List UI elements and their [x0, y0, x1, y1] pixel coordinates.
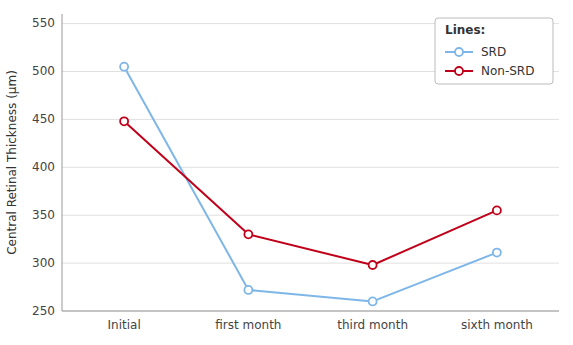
series-marker — [120, 117, 128, 125]
x-tick-label: Initial — [108, 318, 141, 332]
grid-line — [62, 119, 559, 120]
legend: Lines: SRD Non-SRD — [435, 18, 553, 84]
legend-label: Non-SRD — [481, 64, 534, 78]
series-line — [124, 67, 497, 302]
y-tick-label: 350 — [32, 208, 55, 222]
x-tick-label: third month — [337, 318, 408, 332]
series-marker — [493, 206, 501, 214]
series-line — [124, 121, 497, 265]
x-tick-label: first month — [215, 318, 281, 332]
legend-marker — [455, 48, 463, 56]
y-tick-label: 250 — [32, 304, 55, 318]
y-tick-label: 500 — [32, 64, 55, 78]
series-marker — [369, 261, 377, 269]
y-tick-label: 300 — [32, 256, 55, 270]
x-tick-label: sixth month — [461, 318, 533, 332]
x-axis — [62, 311, 559, 312]
y-tick-label: 400 — [32, 160, 55, 174]
series-marker — [244, 230, 252, 238]
y-axis — [62, 14, 63, 311]
grid — [62, 24, 559, 311]
series-marker — [244, 286, 252, 294]
legend-label: SRD — [481, 45, 506, 59]
grid-line — [62, 263, 559, 264]
series-marker — [369, 297, 377, 305]
legend-title: Lines: — [445, 23, 485, 37]
y-tick-label: 550 — [32, 16, 55, 30]
series-marker — [493, 249, 501, 257]
legend-box — [435, 18, 553, 84]
plot-area — [120, 63, 501, 306]
legend-marker — [455, 67, 463, 75]
series-marker — [120, 63, 128, 71]
y-axis-label: Central Retinal Thickness (μm) — [5, 70, 19, 255]
chart: 250 300 350 400 450 500 550 Initial first month t… — [0, 0, 573, 345]
grid-line — [62, 311, 559, 312]
grid-line — [62, 167, 559, 168]
y-tick-label: 450 — [32, 112, 55, 126]
